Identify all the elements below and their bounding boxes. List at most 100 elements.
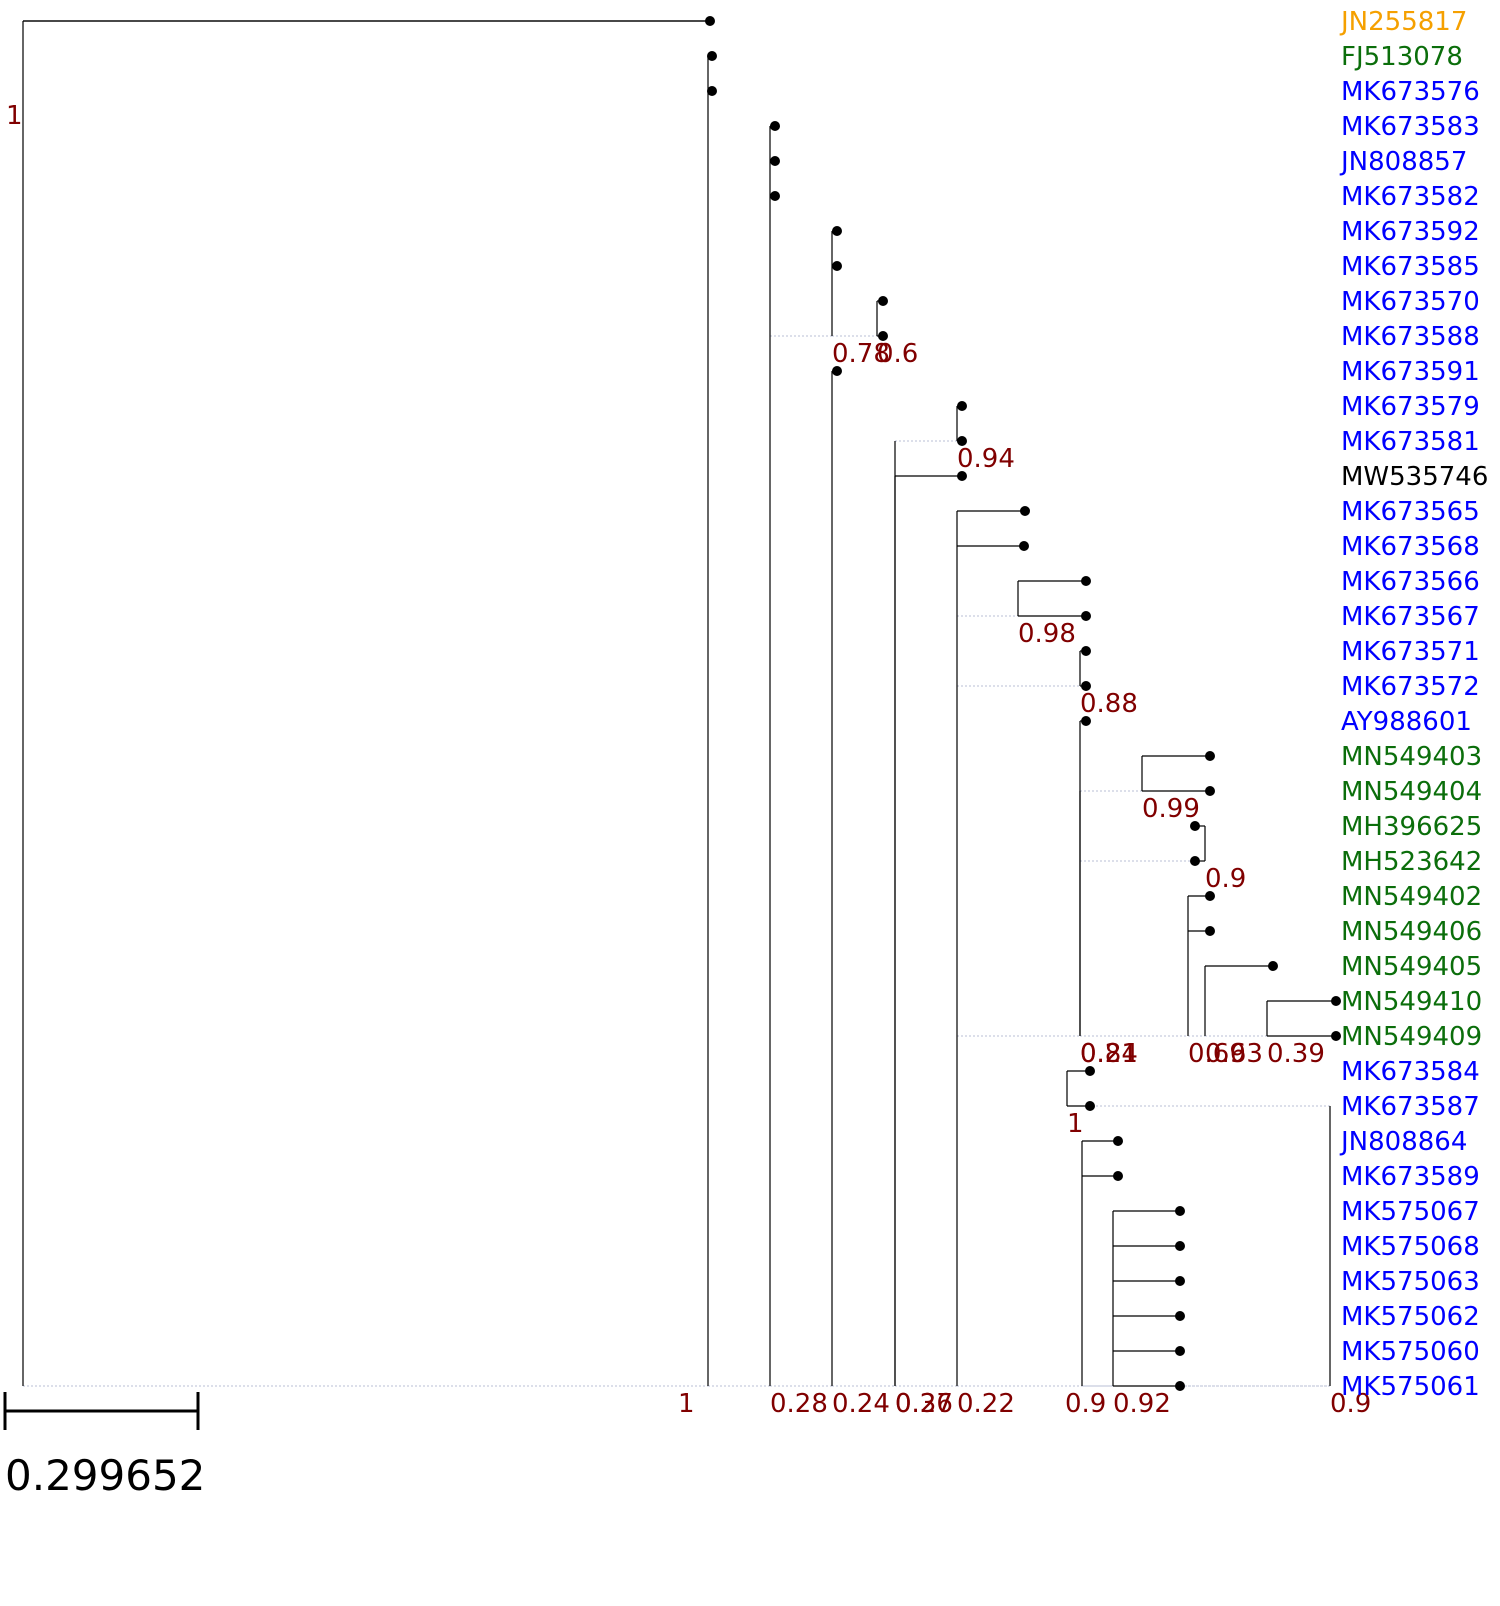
tip-dot xyxy=(1331,996,1341,1006)
tip-dot xyxy=(1113,1171,1123,1181)
tip-dot xyxy=(832,261,842,271)
leaf-label: MK673582 xyxy=(1341,182,1480,212)
node-support-value: 0.27 xyxy=(895,1389,953,1419)
tip-dot xyxy=(1175,1206,1185,1216)
tip-dot xyxy=(770,156,780,166)
tip-dot xyxy=(878,331,888,341)
tip-dot xyxy=(1085,1101,1095,1111)
leaf-label: MN549403 xyxy=(1341,742,1482,772)
leaf-label: MK673588 xyxy=(1341,322,1480,352)
node-support-value: 0.94 xyxy=(957,444,1015,474)
tip-dot xyxy=(770,121,780,131)
tip-dot xyxy=(770,191,780,201)
leaf-label: MN549409 xyxy=(1341,1022,1482,1052)
leaf-label: MH396625 xyxy=(1341,812,1482,842)
leaf-label: MN549406 xyxy=(1341,917,1482,947)
node-support-value: 0.88 xyxy=(1080,689,1138,719)
leaf-label: JN808857 xyxy=(1339,147,1467,177)
tip-dot xyxy=(1175,1381,1185,1391)
tip-dot xyxy=(1081,681,1091,691)
leaf-label: MK575068 xyxy=(1341,1232,1480,1262)
leaf-label: MK575062 xyxy=(1341,1302,1480,1332)
tip-dot xyxy=(957,401,967,411)
leaf-label: MK673567 xyxy=(1341,602,1480,632)
tip-dot xyxy=(1190,856,1200,866)
leaf-label: MK673566 xyxy=(1341,567,1480,597)
leaf-label: MN549402 xyxy=(1341,882,1482,912)
leaf-label: MK575060 xyxy=(1341,1337,1480,1367)
node-support-value: 0.6 xyxy=(877,339,918,369)
tip-dot xyxy=(705,16,715,26)
tip-dot xyxy=(1081,716,1091,726)
tip-dot xyxy=(707,51,717,61)
leaf-label: MK673587 xyxy=(1341,1092,1480,1122)
node-support-value: 0.81 xyxy=(1080,1039,1138,1069)
tip-dot xyxy=(1175,1346,1185,1356)
scale-bar-label: 0.299652 xyxy=(5,1451,205,1500)
tip-dot xyxy=(1081,576,1091,586)
tip-dot xyxy=(878,296,888,306)
leaf-label: MK673572 xyxy=(1341,672,1480,702)
tip-dot xyxy=(1020,506,1030,516)
tip-dot xyxy=(1085,1066,1095,1076)
node-support-value: 1 xyxy=(678,1389,695,1419)
node-support-value: 0.98 xyxy=(1018,619,1076,649)
tip-dot xyxy=(1175,1311,1185,1321)
tip-markers xyxy=(705,16,1341,1391)
node-support-value: 0.24 xyxy=(1080,1039,1138,1069)
tip-dot xyxy=(1205,786,1215,796)
leaf-label: MN549410 xyxy=(1341,987,1482,1017)
tip-dot xyxy=(1175,1241,1185,1251)
tip-dot xyxy=(957,436,967,446)
tip-dot xyxy=(1268,961,1278,971)
leaf-label: MN549405 xyxy=(1341,952,1482,982)
node-support-value: 0.78 xyxy=(832,339,890,369)
leaf-label: JN255817 xyxy=(1339,7,1467,37)
tip-dot xyxy=(707,86,717,96)
leaf-label: MK673591 xyxy=(1341,357,1480,387)
tip-dot xyxy=(1019,541,1029,551)
node-support-value: 0.9 xyxy=(1205,864,1246,894)
leaf-label: JN808864 xyxy=(1339,1127,1467,1157)
tip-dot xyxy=(1175,1276,1185,1286)
tip-dot xyxy=(957,471,967,481)
leaf-label: MK673570 xyxy=(1341,287,1480,317)
leaf-label: MH523642 xyxy=(1341,847,1482,877)
leaf-labels: JN255817 FJ513078 MK673576 MK673583 JN808857… xyxy=(1339,7,1488,1402)
node-support-value: 0.99 xyxy=(1142,794,1200,824)
tip-dot xyxy=(1190,821,1200,831)
leaf-label: MK673568 xyxy=(1341,532,1480,562)
support-values: 0.60.78 0.94 0.98 0.88 0.99 0.9 0.390.630.69 0.… xyxy=(6,101,1371,1419)
node-support-value: 0.69 xyxy=(1188,1039,1246,1069)
node-support-value: 1 xyxy=(1067,1109,1084,1139)
leaf-label: MW535746 xyxy=(1341,462,1488,492)
dotted-guides xyxy=(23,335,1330,1387)
tip-dot xyxy=(832,366,842,376)
leaf-label: MK673581 xyxy=(1341,427,1480,457)
tree-branches xyxy=(22,20,1336,1387)
tip-dot xyxy=(1081,611,1091,621)
leaf-label: MN549404 xyxy=(1341,777,1482,807)
tip-dot xyxy=(1081,646,1091,656)
tip-dot xyxy=(832,226,842,236)
node-support-value: 1 xyxy=(6,101,23,131)
leaf-label: FJ513078 xyxy=(1341,42,1463,72)
leaf-label: MK673583 xyxy=(1341,112,1480,142)
tip-dot xyxy=(1113,1136,1123,1146)
leaf-label: MK673584 xyxy=(1341,1057,1480,1087)
node-support-value: 0.22 xyxy=(957,1389,1015,1419)
tip-dot xyxy=(1205,926,1215,936)
leaf-label: MK673576 xyxy=(1341,77,1480,107)
node-support-value: 0.28 xyxy=(770,1389,828,1419)
node-support-value: 0.24 xyxy=(832,1389,890,1419)
node-support-value: 0.63 xyxy=(1205,1039,1263,1069)
leaf-label: MK575063 xyxy=(1341,1267,1480,1297)
leaf-label: MK575061 xyxy=(1341,1372,1480,1402)
leaf-label: MK575067 xyxy=(1341,1197,1480,1227)
leaf-label: MK673571 xyxy=(1341,637,1480,667)
leaf-label: AY988601 xyxy=(1341,707,1472,737)
node-support-value: 0.92 xyxy=(1113,1389,1171,1419)
node-support-value: 0.39 xyxy=(1267,1039,1325,1069)
node-support-value: 0.36 xyxy=(895,1389,953,1419)
